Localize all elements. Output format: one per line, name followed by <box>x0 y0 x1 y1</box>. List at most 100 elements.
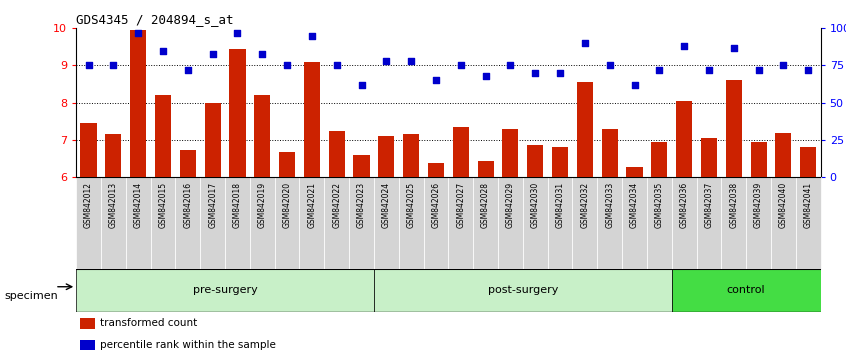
Point <box>454 63 468 68</box>
Text: GSM842032: GSM842032 <box>580 182 590 228</box>
Bar <box>105 134 122 177</box>
Point <box>206 51 219 56</box>
Text: GSM842029: GSM842029 <box>506 182 515 228</box>
Text: control: control <box>727 285 766 295</box>
Text: GSM842033: GSM842033 <box>605 182 614 228</box>
Text: GSM842015: GSM842015 <box>158 182 168 228</box>
FancyBboxPatch shape <box>597 177 622 269</box>
Point <box>354 82 368 88</box>
Bar <box>800 147 816 177</box>
Bar <box>428 163 444 177</box>
Bar <box>304 62 320 177</box>
Bar <box>477 161 494 177</box>
Bar <box>374 269 672 312</box>
FancyBboxPatch shape <box>796 177 821 269</box>
Text: GSM842020: GSM842020 <box>283 182 292 228</box>
FancyBboxPatch shape <box>299 177 324 269</box>
Text: GSM842016: GSM842016 <box>184 182 192 228</box>
Bar <box>80 339 95 350</box>
Text: GSM842034: GSM842034 <box>630 182 639 228</box>
Bar <box>354 155 370 177</box>
Bar <box>130 30 146 177</box>
Bar <box>726 80 742 177</box>
Text: GSM842040: GSM842040 <box>779 182 788 228</box>
Bar <box>700 138 717 177</box>
Point <box>479 73 492 79</box>
FancyBboxPatch shape <box>126 177 151 269</box>
Text: GSM842037: GSM842037 <box>705 182 713 228</box>
Bar <box>775 133 792 177</box>
Text: GSM842023: GSM842023 <box>357 182 366 228</box>
Point <box>255 51 269 56</box>
FancyBboxPatch shape <box>622 177 647 269</box>
Text: specimen: specimen <box>4 291 58 301</box>
Bar <box>552 147 569 177</box>
Point <box>801 67 815 73</box>
FancyBboxPatch shape <box>448 177 473 269</box>
Text: GSM842026: GSM842026 <box>431 182 441 228</box>
Text: GSM842024: GSM842024 <box>382 182 391 228</box>
Bar <box>254 95 271 177</box>
Point <box>404 58 418 64</box>
Text: GSM842013: GSM842013 <box>109 182 118 228</box>
FancyBboxPatch shape <box>771 177 796 269</box>
Bar <box>80 123 96 177</box>
FancyBboxPatch shape <box>722 177 746 269</box>
Point <box>107 63 120 68</box>
FancyBboxPatch shape <box>324 177 349 269</box>
Bar <box>279 152 295 177</box>
Point <box>231 30 244 36</box>
Text: percentile rank within the sample: percentile rank within the sample <box>101 339 276 350</box>
Point <box>131 30 145 36</box>
Point <box>727 45 740 51</box>
Bar <box>403 134 420 177</box>
FancyBboxPatch shape <box>101 177 126 269</box>
FancyBboxPatch shape <box>76 177 101 269</box>
FancyBboxPatch shape <box>473 177 498 269</box>
Text: GSM842036: GSM842036 <box>679 182 689 228</box>
Text: GSM842038: GSM842038 <box>729 182 739 228</box>
FancyBboxPatch shape <box>547 177 573 269</box>
Text: GSM842017: GSM842017 <box>208 182 217 228</box>
FancyBboxPatch shape <box>398 177 424 269</box>
Bar <box>750 142 766 177</box>
FancyBboxPatch shape <box>696 177 722 269</box>
Point <box>330 63 343 68</box>
Text: GSM842019: GSM842019 <box>258 182 266 228</box>
Text: post-surgery: post-surgery <box>487 285 558 295</box>
Text: GSM842039: GSM842039 <box>754 182 763 228</box>
FancyBboxPatch shape <box>201 177 225 269</box>
Point <box>777 63 790 68</box>
Bar <box>80 318 95 329</box>
Text: GSM842021: GSM842021 <box>307 182 316 228</box>
Point <box>503 63 517 68</box>
Bar <box>527 145 543 177</box>
Bar <box>76 269 374 312</box>
Bar <box>328 131 345 177</box>
Text: GSM842025: GSM842025 <box>407 182 415 228</box>
Text: GSM842028: GSM842028 <box>481 182 490 228</box>
Text: transformed count: transformed count <box>101 318 198 329</box>
Bar <box>378 136 394 177</box>
FancyBboxPatch shape <box>175 177 201 269</box>
Point <box>628 82 641 88</box>
Text: GSM842014: GSM842014 <box>134 182 143 228</box>
Point <box>529 70 542 76</box>
Point <box>181 67 195 73</box>
Bar <box>503 129 519 177</box>
Point <box>752 67 766 73</box>
Bar <box>602 129 618 177</box>
Point <box>678 43 691 49</box>
Bar <box>205 103 221 177</box>
Bar <box>179 150 196 177</box>
FancyBboxPatch shape <box>275 177 299 269</box>
Bar <box>453 127 469 177</box>
Bar <box>651 142 667 177</box>
Bar <box>676 101 692 177</box>
FancyBboxPatch shape <box>250 177 275 269</box>
Bar <box>577 82 593 177</box>
FancyBboxPatch shape <box>374 177 398 269</box>
Point <box>652 67 666 73</box>
Point <box>578 40 591 46</box>
Bar <box>626 167 643 177</box>
